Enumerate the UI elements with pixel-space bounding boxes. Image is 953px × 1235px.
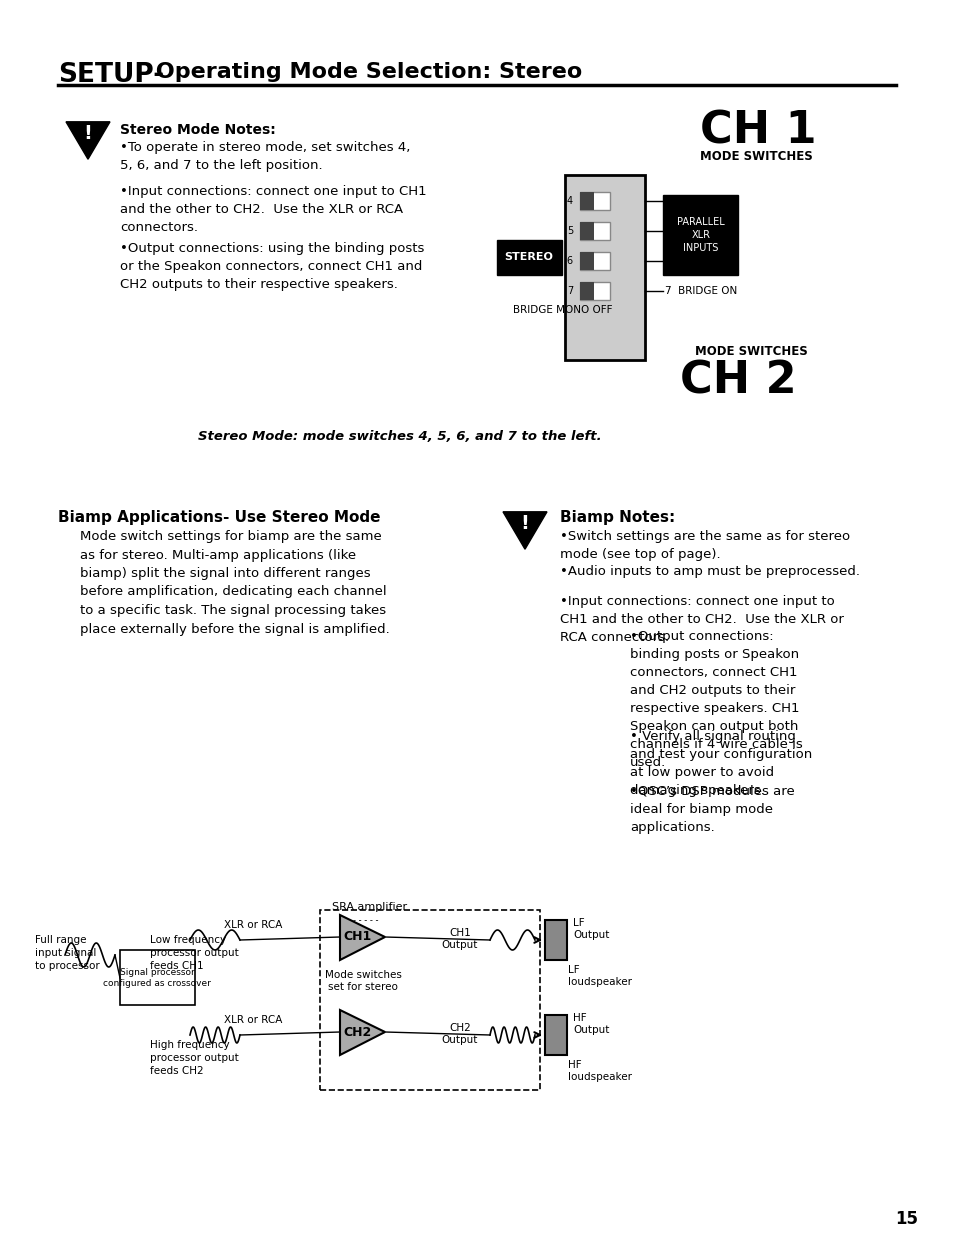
Text: CH1
Output: CH1 Output [441, 927, 477, 951]
Text: HF
loudspeaker: HF loudspeaker [567, 1060, 631, 1082]
Text: •To operate in stereo mode, set switches 4,
5, 6, and 7 to the left position.: •To operate in stereo mode, set switches… [120, 141, 410, 172]
FancyBboxPatch shape [579, 191, 609, 210]
Text: • Verify all signal routing
and test your configuration
at low power to avoid
da: • Verify all signal routing and test you… [629, 730, 811, 797]
Text: Operating Mode Selection: Stereo: Operating Mode Selection: Stereo [148, 62, 581, 82]
Text: XLR or RCA: XLR or RCA [224, 920, 282, 930]
Text: 6: 6 [566, 256, 573, 266]
Text: MODE SWITCHES: MODE SWITCHES [700, 149, 812, 163]
FancyBboxPatch shape [579, 191, 594, 210]
Text: •Audio inputs to amp must be preprocessed.: •Audio inputs to amp must be preprocesse… [559, 564, 859, 578]
Text: Biamp Applications- Use Stereo Mode: Biamp Applications- Use Stereo Mode [58, 510, 380, 525]
Text: CH 1: CH 1 [700, 110, 816, 153]
Text: CH 2: CH 2 [679, 359, 796, 403]
Text: Stereo Mode Notes:: Stereo Mode Notes: [120, 124, 275, 137]
Polygon shape [502, 511, 546, 550]
Text: MODE SWITCHES: MODE SWITCHES [695, 345, 807, 358]
Text: Full range
input signal
to processor: Full range input signal to processor [35, 935, 100, 972]
FancyBboxPatch shape [579, 252, 594, 270]
Text: PARALLEL
XLR
INPUTS: PARALLEL XLR INPUTS [677, 217, 724, 253]
FancyBboxPatch shape [544, 1015, 566, 1055]
Text: STEREO: STEREO [504, 252, 553, 262]
Text: SRA amplifier: SRA amplifier [332, 902, 407, 911]
Text: Biamp Notes:: Biamp Notes: [559, 510, 675, 525]
Text: LF
Output: LF Output [573, 918, 609, 940]
FancyBboxPatch shape [579, 282, 609, 300]
FancyBboxPatch shape [579, 222, 609, 240]
Text: - - - - -: - - - - - [353, 916, 378, 925]
Text: Signal processor
configured as crossover: Signal processor configured as crossover [103, 968, 211, 988]
Text: SETUP-: SETUP- [58, 62, 164, 88]
Text: HF
Output: HF Output [573, 1013, 609, 1035]
Text: 7  BRIDGE ON: 7 BRIDGE ON [664, 287, 737, 296]
Text: !: ! [520, 515, 529, 534]
Text: 7: 7 [566, 287, 573, 296]
FancyBboxPatch shape [662, 195, 738, 275]
Text: CH2
Output: CH2 Output [441, 1023, 477, 1045]
FancyBboxPatch shape [579, 252, 609, 270]
Text: High frequency
processor output
feeds CH2: High frequency processor output feeds CH… [150, 1040, 238, 1077]
Text: 4: 4 [566, 196, 573, 206]
Text: CH1: CH1 [343, 930, 372, 944]
Text: !: ! [84, 125, 92, 143]
Text: XLR or RCA: XLR or RCA [224, 1015, 282, 1025]
Text: LF
loudspeaker: LF loudspeaker [567, 965, 631, 988]
Text: CH2: CH2 [343, 1025, 372, 1039]
Text: •Input connections: connect one input to CH1
and the other to CH2.  Use the XLR : •Input connections: connect one input to… [120, 185, 426, 233]
Text: •Output connections: using the binding posts
or the Speakon connectors, connect : •Output connections: using the binding p… [120, 242, 424, 291]
Text: Stereo Mode: mode switches 4, 5, 6, and 7 to the left.: Stereo Mode: mode switches 4, 5, 6, and … [198, 430, 601, 443]
Polygon shape [339, 915, 385, 960]
FancyBboxPatch shape [544, 920, 566, 960]
Text: Mode switch settings for biamp are the same
as for stereo. Multi-amp application: Mode switch settings for biamp are the s… [80, 530, 390, 636]
Text: •Input connections: connect one input to
CH1 and the other to CH2.  Use the XLR : •Input connections: connect one input to… [559, 595, 843, 643]
Text: 5: 5 [566, 226, 573, 236]
FancyBboxPatch shape [497, 240, 561, 275]
Text: •Switch settings are the same as for stereo
mode (see top of page).: •Switch settings are the same as for ste… [559, 530, 849, 561]
FancyBboxPatch shape [564, 175, 644, 359]
FancyBboxPatch shape [579, 282, 594, 300]
Text: •QSC’s DSP modules are
ideal for biamp mode
applications.: •QSC’s DSP modules are ideal for biamp m… [629, 785, 794, 834]
FancyBboxPatch shape [579, 222, 594, 240]
Text: Low frequency
processor output
feeds CH1: Low frequency processor output feeds CH1 [150, 935, 238, 972]
Polygon shape [66, 122, 110, 159]
Text: 15: 15 [894, 1210, 917, 1228]
Text: Mode switches
set for stereo: Mode switches set for stereo [324, 969, 401, 993]
FancyBboxPatch shape [120, 950, 194, 1005]
Text: •Output connections:
binding posts or Speakon
connectors, connect CH1
and CH2 ou: •Output connections: binding posts or Sp… [629, 630, 801, 769]
Text: BRIDGE MONO OFF: BRIDGE MONO OFF [513, 305, 612, 315]
Polygon shape [339, 1010, 385, 1055]
